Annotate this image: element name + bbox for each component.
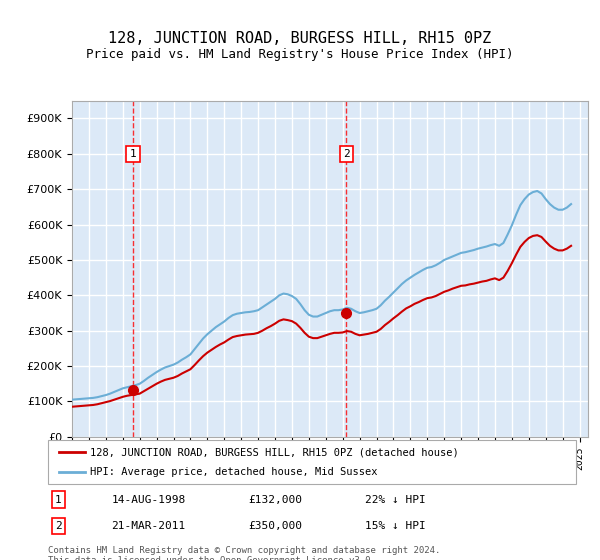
Text: 2: 2 [343, 149, 350, 159]
Text: Price paid vs. HM Land Registry's House Price Index (HPI): Price paid vs. HM Land Registry's House … [86, 48, 514, 60]
Text: 1: 1 [130, 149, 137, 159]
Text: 14-AUG-1998: 14-AUG-1998 [112, 495, 185, 505]
Text: Contains HM Land Registry data © Crown copyright and database right 2024.
This d: Contains HM Land Registry data © Crown c… [48, 546, 440, 560]
FancyBboxPatch shape [48, 440, 576, 484]
Text: HPI: Average price, detached house, Mid Sussex: HPI: Average price, detached house, Mid … [90, 467, 378, 477]
Text: 128, JUNCTION ROAD, BURGESS HILL, RH15 0PZ (detached house): 128, JUNCTION ROAD, BURGESS HILL, RH15 0… [90, 447, 459, 457]
Text: 2: 2 [55, 521, 62, 531]
Text: 22% ↓ HPI: 22% ↓ HPI [365, 495, 425, 505]
Text: 15% ↓ HPI: 15% ↓ HPI [365, 521, 425, 531]
Text: 21-MAR-2011: 21-MAR-2011 [112, 521, 185, 531]
Text: 1: 1 [55, 495, 62, 505]
Text: £132,000: £132,000 [248, 495, 302, 505]
Text: 128, JUNCTION ROAD, BURGESS HILL, RH15 0PZ: 128, JUNCTION ROAD, BURGESS HILL, RH15 0… [109, 31, 491, 46]
Text: £350,000: £350,000 [248, 521, 302, 531]
